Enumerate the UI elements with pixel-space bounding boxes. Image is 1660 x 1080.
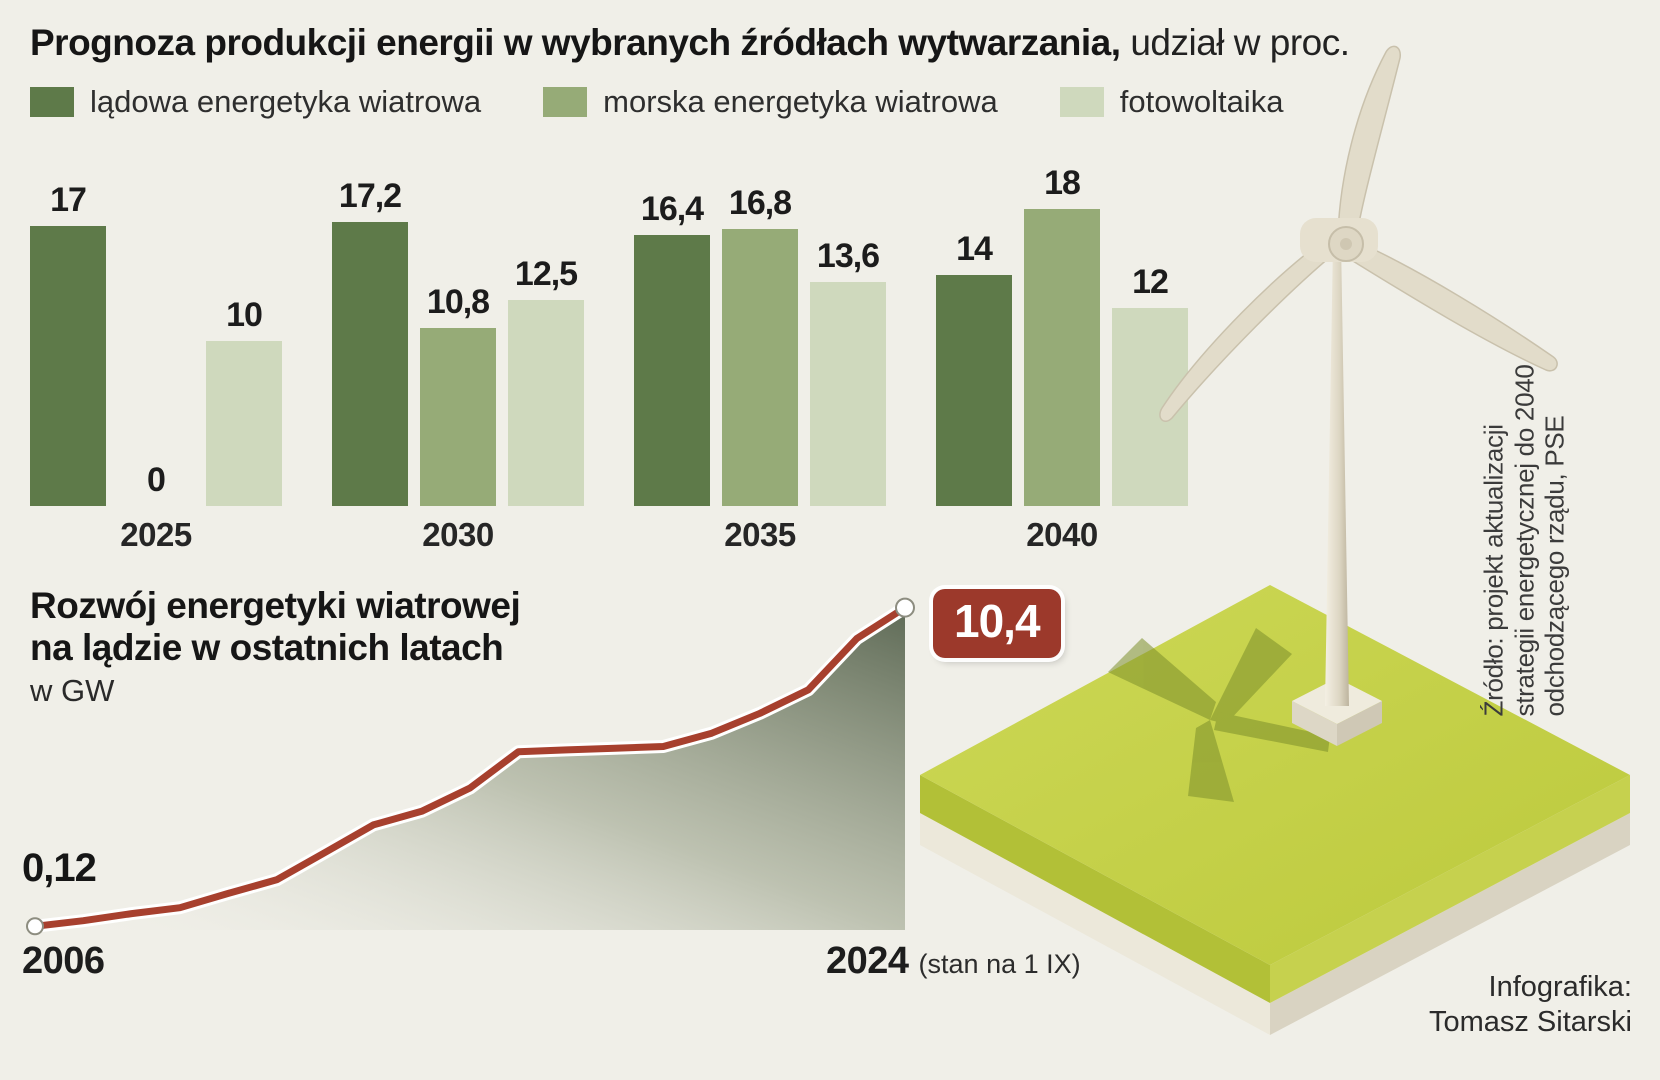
bar-slot: 10,8: [420, 283, 496, 506]
bar-value-label: 16,8: [728, 183, 792, 222]
bar-morska-energetyka-wiatrowa: [722, 228, 798, 506]
bar-fotowoltaika: [206, 341, 282, 506]
line-series: [31, 604, 909, 930]
bar-slot: 17,2: [332, 177, 408, 506]
bar-value-label: 12: [1132, 263, 1169, 301]
bar-value-label: 14: [956, 230, 993, 268]
legend-swatch: [1059, 87, 1104, 117]
year-label: 2030: [422, 516, 494, 553]
bar-slot: 13,6: [810, 237, 886, 506]
bar-lądowa-energetyka-wiatrowa: [936, 275, 1012, 506]
platform-top-face: [920, 585, 1630, 965]
line-chart-title-line2: na lądzie w ostatnich latach: [30, 626, 504, 668]
end-value-badge: 10,4: [933, 589, 1061, 658]
bar-group-2040: 14 18 12 2040: [936, 164, 1188, 554]
start-value-label: 0,12: [22, 846, 97, 890]
credit-label: Infografika:: [1488, 971, 1632, 1003]
pedestal-left-face: [1292, 701, 1337, 746]
year-label: 2025: [120, 516, 192, 553]
bar-group-2035: 16,4 16,8 13,6 2035: [634, 165, 886, 554]
source-note: Źródło: projekt aktualizacji strategii e…: [1478, 327, 1572, 717]
bar-value-label: 18: [1044, 164, 1081, 202]
legend: lądowa energetyka wiatrowa morska energet…: [30, 84, 1283, 120]
source-line-1: Źródło: projekt aktualizacji: [1478, 424, 1509, 717]
bar-fotowoltaika: [508, 299, 584, 506]
bar-lądowa-energetyka-wiatrowa: [634, 235, 710, 506]
bar-slot: 18: [1024, 164, 1100, 506]
bar-value-label: 16,4: [640, 190, 704, 229]
line-chart-unit: w GW: [30, 672, 115, 708]
bar-slot: 0: [118, 461, 194, 506]
bar-lądowa-energetyka-wiatrowa: [332, 222, 408, 506]
year-label: 2040: [1026, 516, 1098, 553]
bar-group-2025: 17 0 10 2025: [30, 165, 282, 554]
bar-slot: 16,8: [722, 184, 798, 506]
turbine-hub-cap: [1340, 238, 1352, 250]
page-title-bold: Prognoza produkcji energii w wybranych ź…: [30, 22, 1121, 63]
bar-value-label: 12,5: [514, 254, 578, 293]
bar-chart: 17 0 10 2025 17,2 10,8 12,5 2030 16,4 16,8 13,6 203…: [30, 164, 1188, 554]
legend-label: lądowa energetyka wiatrowa: [90, 84, 482, 119]
blade-up: [1337, 45, 1401, 241]
platform-base-left-face: [920, 813, 1270, 1035]
area-fill: [35, 607, 905, 930]
wind-turbine-illustration: [920, 45, 1630, 1035]
bar-slot: 10: [206, 296, 282, 506]
bar-value-label: 17,2: [338, 177, 402, 216]
x-axis-2024-year: 2024: [826, 940, 909, 982]
bar-slot: 14: [936, 230, 1012, 506]
bar-value-label: 17: [50, 180, 87, 219]
legend-label: morska energetyka wiatrowa: [603, 84, 998, 119]
bar-morska-energetyka-wiatrowa: [1024, 209, 1100, 506]
page-title-regular: udział w proc.: [1130, 22, 1350, 63]
bar-slot: 12,5: [508, 255, 584, 506]
source-line-2: strategii energetycznej do 2040: [1509, 364, 1540, 717]
turbine-tower: [1325, 242, 1349, 706]
page-title: Prognoza produkcji energii w wybranych ź…: [30, 22, 1350, 64]
line-chart-title-line1: Rozwój energetyki wiatrowej: [30, 585, 521, 626]
bar-group-2030: 17,2 10,8 12,5 2030: [332, 165, 584, 554]
blade-right: [1346, 241, 1558, 372]
turbine-shadow: [1108, 628, 1330, 802]
legend-label: fotowoltaika: [1119, 84, 1284, 119]
bar-value-label: 13,6: [816, 236, 880, 275]
x-axis-label-2006: 2006: [22, 940, 105, 982]
platform-right-face: [1270, 775, 1630, 1003]
bar-value-label: 10,8: [426, 282, 490, 321]
end-point-dot: [895, 597, 915, 618]
legend-item: morska energetyka wiatrowa: [543, 84, 998, 120]
year-label: 2035: [724, 516, 796, 553]
x-axis-label-2024: 2024 (stan na 1 IX): [826, 940, 1081, 983]
bar-value-label: 10: [226, 296, 263, 334]
bar-morska-energetyka-wiatrowa: [420, 327, 496, 506]
line-chart-heading: Rozwój energetyki wiatrowej na lądzie w …: [30, 585, 521, 708]
start-point-dot: [26, 917, 44, 936]
blade-left: [1159, 234, 1337, 422]
bar-slot: 17: [30, 180, 106, 506]
credit-author: Tomasz Sitarski: [1428, 1006, 1632, 1039]
line-chart: [26, 597, 915, 936]
platform-base-right-face: [1270, 813, 1630, 1035]
platform-left-face: [920, 775, 1270, 1003]
legend-swatch: [30, 87, 74, 117]
bar-lądowa-energetyka-wiatrowa: [30, 225, 106, 506]
legend-item: lądowa energetyka wiatrowa: [30, 84, 481, 120]
legend-swatch: [543, 87, 588, 117]
source-line-3: odchodzącego rządu, PSE: [1539, 415, 1570, 717]
credit: Infografika: Tomasz Sitarski: [1360, 970, 1632, 1041]
x-axis-note: (stan na 1 IX): [918, 949, 1081, 979]
bar-value-label: 0: [147, 461, 166, 499]
legend-item: fotowoltaika: [1059, 84, 1284, 120]
bar-fotowoltaika: [810, 281, 886, 506]
pedestal-right-face: [1337, 701, 1382, 746]
turbine-blades: [1159, 45, 1558, 422]
bar-slot: 16,4: [634, 190, 710, 506]
